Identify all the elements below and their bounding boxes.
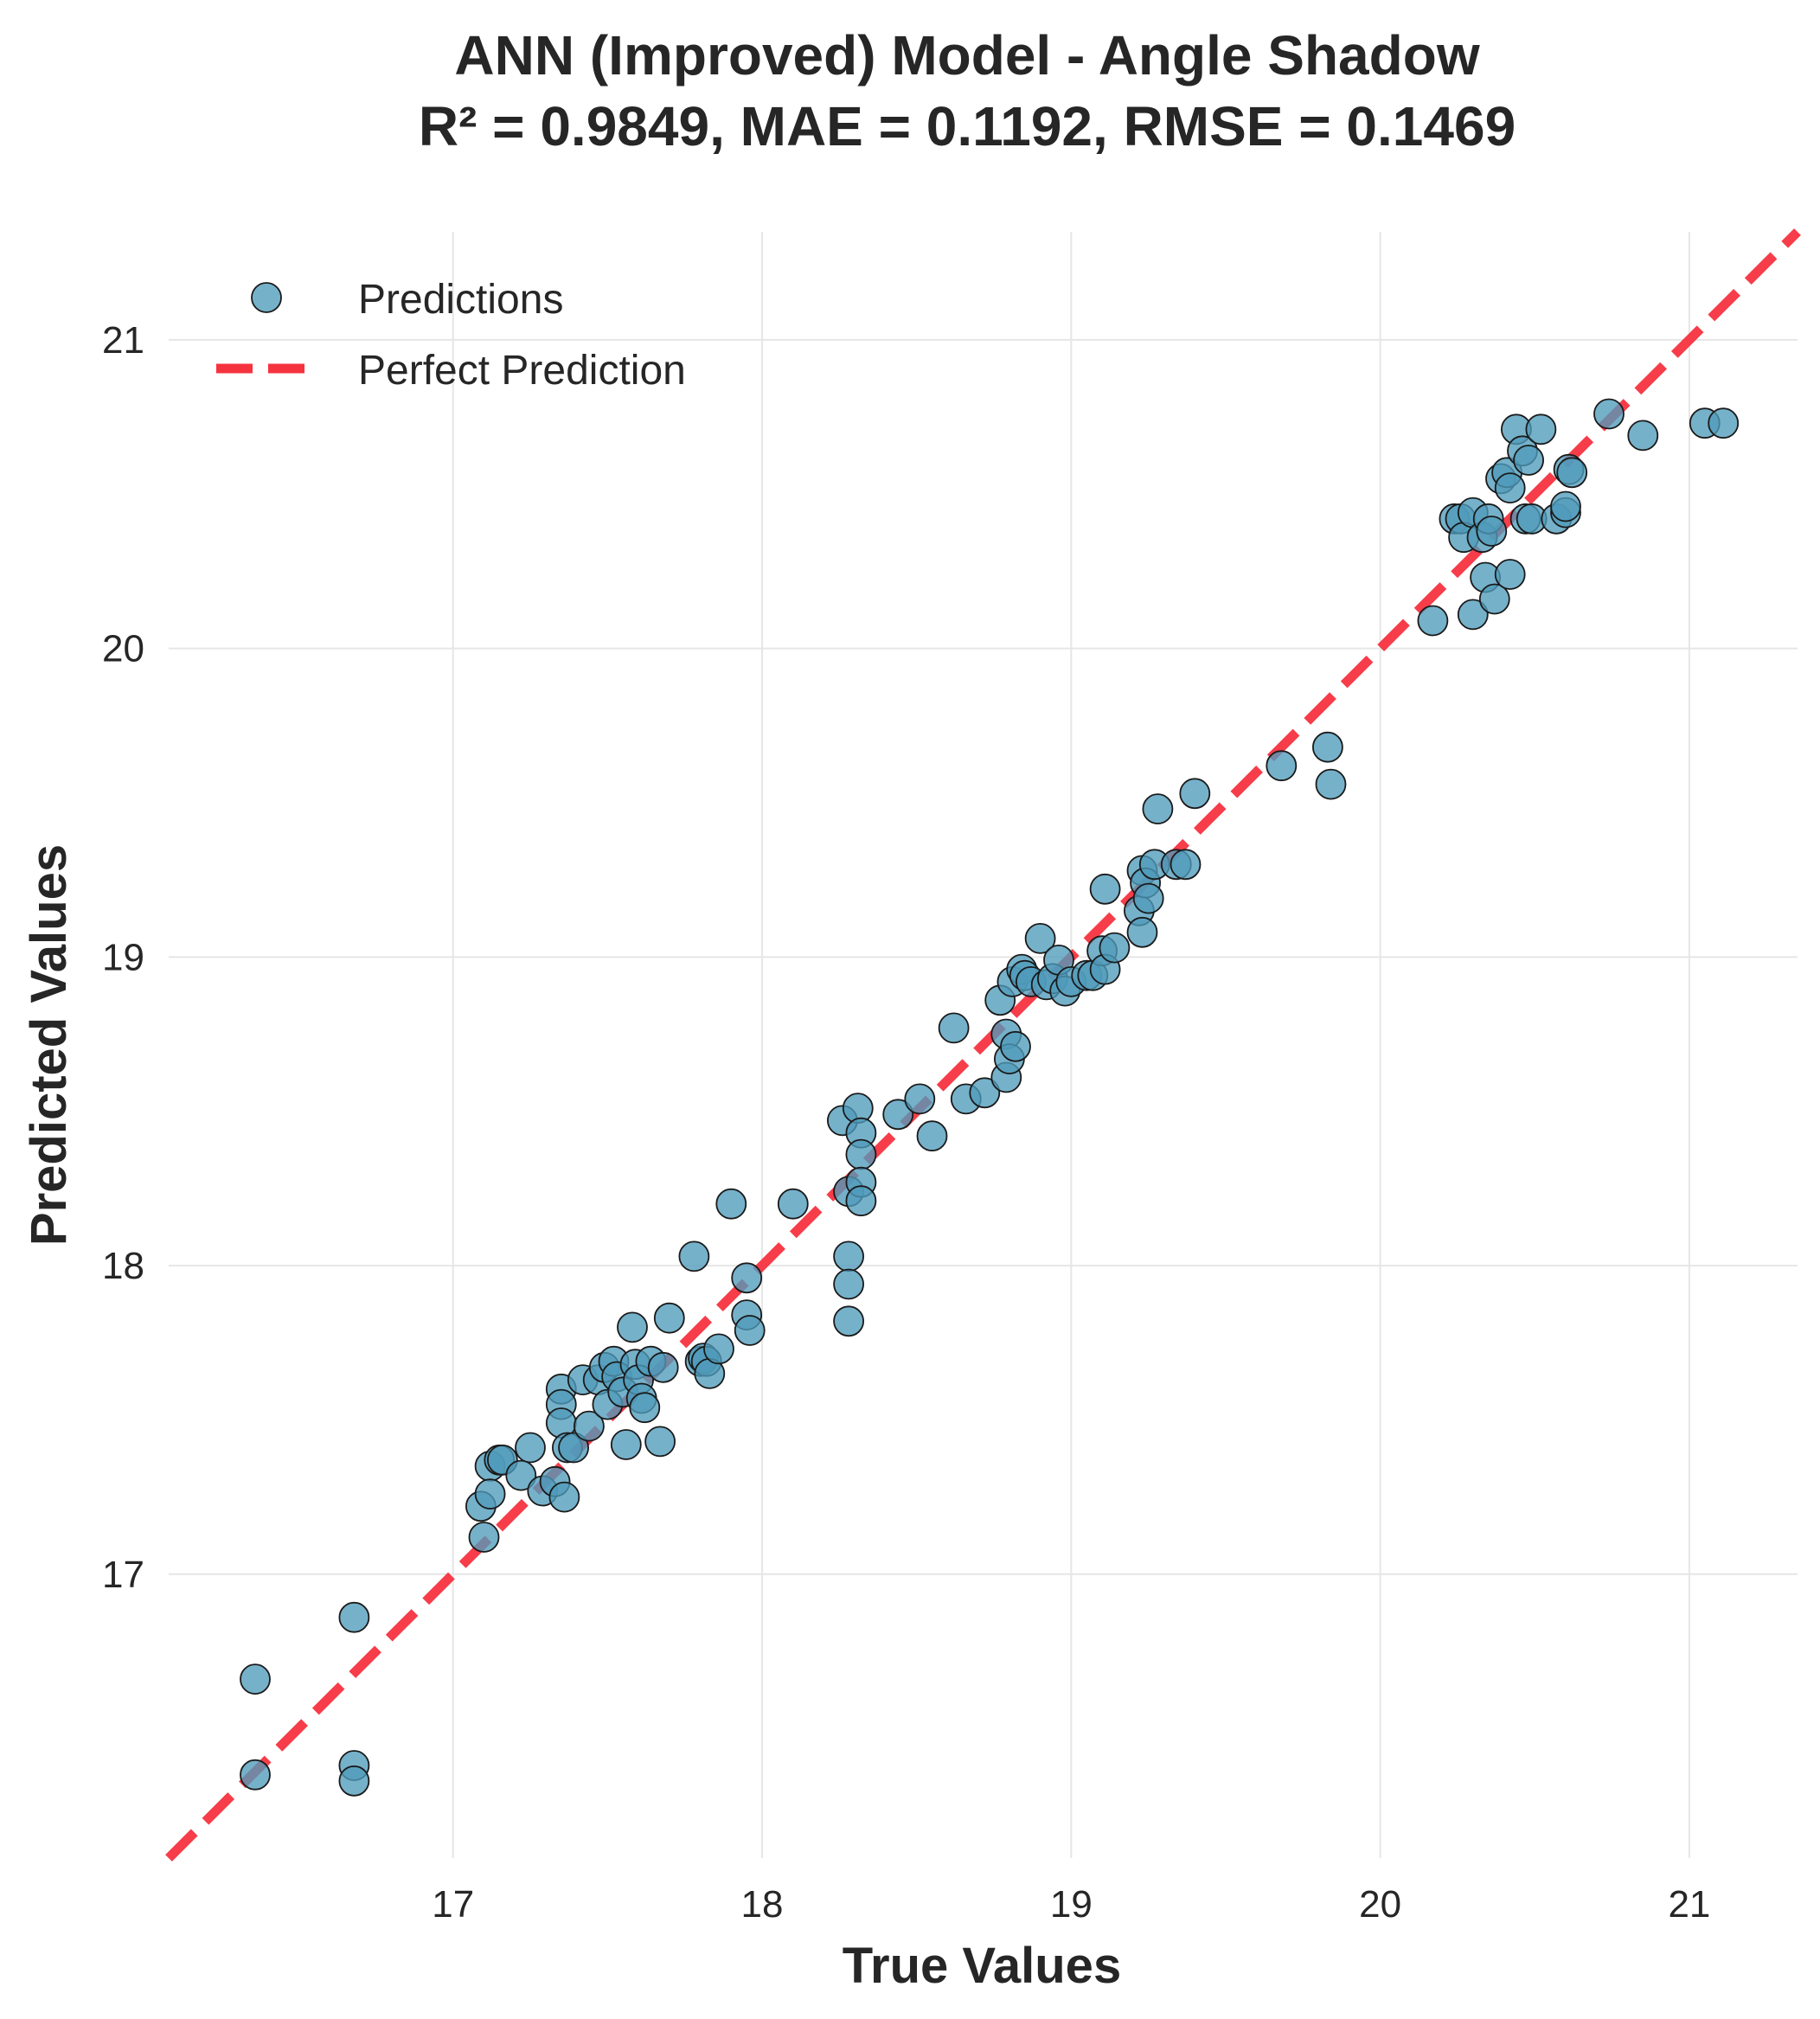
prediction-point <box>644 1426 676 1458</box>
prediction-point <box>1417 605 1449 637</box>
legend-marker-predictions <box>251 282 282 313</box>
prediction-point <box>1513 445 1544 476</box>
prediction-point <box>1099 932 1131 964</box>
prediction-point <box>653 1302 685 1334</box>
prediction-point <box>1627 420 1659 452</box>
y-tick-label-20: 20 <box>102 628 144 670</box>
prediction-point <box>1708 407 1740 439</box>
prediction-point <box>882 1099 914 1131</box>
prediction-point <box>610 1429 642 1460</box>
prediction-point <box>1132 882 1164 914</box>
x-gridlines <box>452 232 1690 1858</box>
prediction-point <box>703 1333 734 1365</box>
y-tick-label-19: 19 <box>102 936 144 978</box>
prediction-point <box>833 1240 864 1272</box>
x-tick-label-18: 18 <box>741 1883 784 1926</box>
perfect-prediction-line-group <box>165 228 1801 1862</box>
y-axis-label: Predicted Values <box>21 844 77 1246</box>
prediction-point <box>647 1351 679 1383</box>
chart-title-line-1: ANN (Improved) Model - Angle Shadow <box>454 24 1479 87</box>
prediction-point <box>505 1459 537 1491</box>
prediction-point <box>1525 413 1557 445</box>
prediction-point <box>1089 873 1121 905</box>
legend-label-perfect-prediction: Perfect Prediction <box>358 348 686 394</box>
prediction-point <box>916 1120 948 1152</box>
prediction-point <box>338 1601 370 1633</box>
prediction-point <box>833 1268 864 1300</box>
y-gridlines <box>169 338 1798 1575</box>
prediction-point <box>715 1188 747 1220</box>
prediction-point <box>240 1663 271 1695</box>
x-axis-label: True Values <box>843 1938 1121 1994</box>
perfect-prediction-line <box>165 228 1801 1862</box>
prediction-point <box>515 1432 546 1464</box>
plot-area <box>165 228 1801 1862</box>
y-tick-label-17: 17 <box>102 1554 144 1596</box>
prediction-point <box>548 1481 580 1513</box>
x-tick-label-17: 17 <box>432 1883 474 1926</box>
prediction-point <box>617 1311 648 1343</box>
prediction-point <box>474 1478 506 1509</box>
x-tick-label-19: 19 <box>1050 1883 1093 1926</box>
prediction-point <box>1550 490 1581 522</box>
prediction-point <box>1266 750 1298 782</box>
prediction-point <box>833 1305 864 1337</box>
prediction-point <box>904 1083 936 1115</box>
y-tick-labels: 17 18 19 20 21 <box>102 319 144 1596</box>
prediction-point <box>1476 516 1508 547</box>
y-tick-label-21: 21 <box>102 319 144 362</box>
prediction-point <box>1478 583 1510 615</box>
prediction-point <box>1315 768 1347 800</box>
prediction-point <box>1494 559 1526 590</box>
prediction-point <box>1556 457 1588 489</box>
x-tick-label-21: 21 <box>1668 1883 1710 1926</box>
prediction-point <box>845 1185 877 1217</box>
prediction-point <box>574 1410 605 1442</box>
prediction-point <box>1312 731 1343 763</box>
prediction-point <box>845 1138 877 1170</box>
x-tick-labels: 17 18 19 20 21 <box>432 1883 1710 1926</box>
prediction-point <box>1170 849 1202 881</box>
prediction-point <box>969 1077 1001 1109</box>
prediction-point <box>1142 793 1174 824</box>
prediction-point <box>1457 599 1489 631</box>
legend: Predictions Perfect Prediction <box>216 277 686 394</box>
prediction-point <box>1179 778 1211 810</box>
prediction-point <box>629 1392 661 1424</box>
prediction-point <box>1593 398 1625 430</box>
prediction-point <box>240 1759 271 1791</box>
prediction-points <box>240 398 1740 1797</box>
prediction-point <box>678 1240 710 1272</box>
prediction-point <box>777 1188 809 1220</box>
prediction-point <box>734 1315 766 1346</box>
y-tick-label-18: 18 <box>102 1245 144 1287</box>
prediction-point <box>1126 916 1158 948</box>
prediction-point <box>1024 923 1056 954</box>
prediction-point <box>468 1522 500 1553</box>
chart-title-line-2: R² = 0.9849, MAE = 0.1192, RMSE = 0.1469 <box>419 95 1516 157</box>
prediction-point <box>1000 1030 1031 1062</box>
prediction-point <box>1494 472 1526 503</box>
prediction-point <box>338 1765 370 1797</box>
prediction-point <box>558 1432 589 1464</box>
prediction-point <box>938 1012 970 1044</box>
legend-label-predictions: Predictions <box>358 277 563 323</box>
prediction-point <box>731 1262 763 1294</box>
x-tick-label-20: 20 <box>1359 1883 1401 1926</box>
